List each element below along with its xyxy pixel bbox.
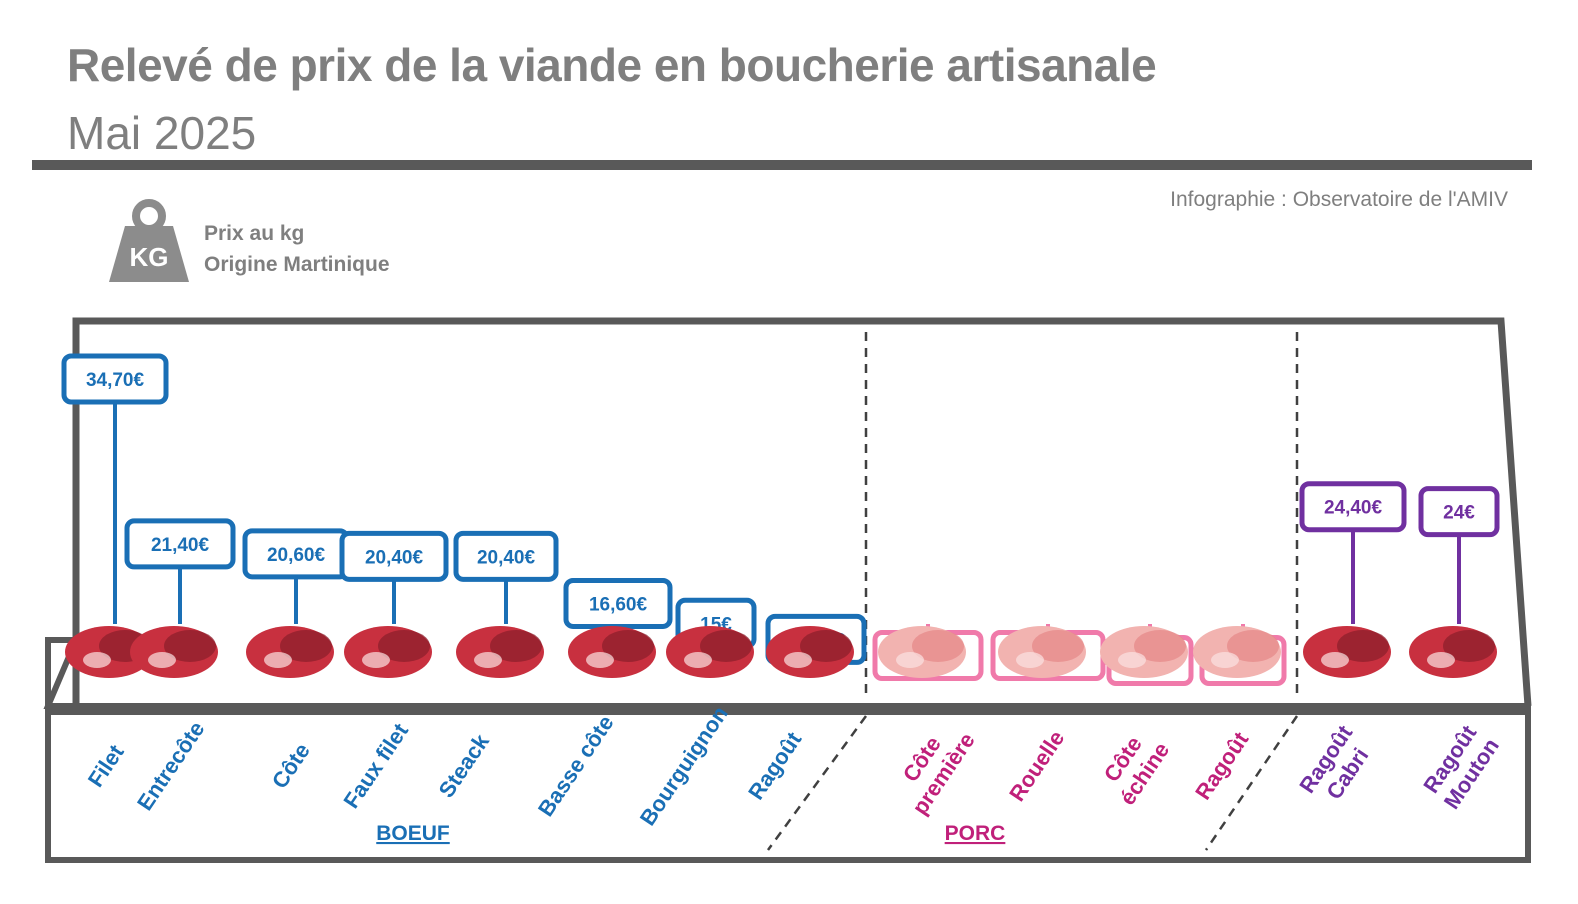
price-label: 20,40€	[365, 547, 424, 568]
legend-line-origin: Origine Martinique	[204, 253, 390, 276]
bar-boeuf-cote: 20,60€ Côte	[242, 528, 350, 794]
kg-icon-text: KG	[130, 242, 169, 272]
meat-image-icon	[766, 626, 854, 678]
price-tag	[1299, 481, 1407, 533]
meat-image-icon	[1409, 626, 1497, 678]
category-label: Bourguignon	[635, 702, 733, 830]
price-label: 24€	[1443, 503, 1475, 524]
category-label-line: Steack	[434, 729, 495, 802]
group-label-boeuf: BOEUF	[376, 822, 450, 845]
price-tag	[339, 530, 449, 582]
meat-image-icon	[1193, 626, 1281, 678]
chart-subtitle: Mai 2025	[67, 107, 257, 159]
category-label: Côtepremière	[885, 714, 979, 820]
bar-ragout-cabri: 24,40€ RagoûtCabri	[1294, 481, 1407, 812]
price-label: 16,60€	[589, 594, 648, 615]
price-tag	[453, 530, 559, 582]
header-divider	[32, 160, 1532, 170]
legend: Prix au kg Origine Martinique	[204, 218, 390, 280]
price-label: 20,60€	[267, 545, 326, 566]
category-label: Côteéchine	[1093, 723, 1174, 809]
bar-boeuf-steack: 20,40€ Steack	[434, 530, 559, 802]
credit-text: Infographie : Observatoire de l'AMIV	[1170, 188, 1508, 211]
meat-image-icon	[998, 626, 1086, 678]
group-separator	[1204, 715, 1299, 851]
category-label-line: Rouelle	[1004, 726, 1069, 806]
category-label: Ragoût	[743, 727, 806, 804]
bar-ragout-mouton: 24€ RagoûtMouton	[1409, 486, 1504, 814]
meat-image-icon	[344, 626, 432, 678]
bar-boeuf-ragout: 13,70€Ragoût	[743, 613, 867, 804]
category-label-line: Filet	[83, 740, 129, 792]
category-label: Steack	[434, 729, 495, 802]
category-label-line: Ragoût	[1190, 727, 1253, 804]
category-label: RagoûtMouton	[1417, 719, 1504, 813]
group-label-porc: PORC	[945, 822, 1006, 845]
price-label: 21,40€	[151, 535, 210, 556]
price-label: 34,70€	[86, 370, 145, 391]
category-label: Filet	[83, 740, 129, 792]
category-label-line: Bourguignon	[635, 702, 733, 830]
category-label-line: Ragoût	[743, 727, 806, 804]
meat-image-icon	[878, 626, 966, 678]
price-label: 20,40€	[477, 547, 536, 568]
price-tag	[124, 518, 236, 570]
chart-title: Relevé de prix de la viande en boucherie…	[67, 39, 1157, 91]
category-label: Ragoût	[1190, 727, 1253, 804]
bar-boeuf-bourguignon: 15€Bourguignon	[635, 597, 757, 830]
category-label: Rouelle	[1004, 726, 1069, 806]
bar-porc-cote-premiere: 12,40€Côtepremière	[872, 624, 984, 820]
category-label: Faux filet	[338, 718, 413, 813]
price-label: 24,40€	[1324, 498, 1383, 519]
category-label-line: Faux filet	[338, 718, 413, 813]
meat-image-icon	[568, 626, 656, 678]
meat-image-icon	[1303, 626, 1391, 678]
meat-image-icon	[666, 626, 754, 678]
price-tag	[61, 353, 169, 405]
category-label: Basse côte	[533, 711, 619, 821]
meat-image-icon	[456, 626, 544, 678]
legend-line-unit: Prix au kg	[204, 222, 305, 245]
category-label: Côte	[267, 739, 315, 794]
price-tag	[1418, 486, 1500, 538]
meat-image-icon	[1100, 626, 1188, 678]
bar-boeuf-basse-cote: 16,60€ Basse côte	[533, 577, 673, 821]
category-label: RagoûtCabri	[1294, 720, 1379, 812]
meat-image-icon	[246, 626, 334, 678]
group-separator	[766, 715, 868, 851]
category-label-line: Côte	[267, 739, 315, 794]
bar-boeuf-entrecote: 21,40€ Entrecôte	[124, 518, 236, 815]
bar-boeuf-filet: 34,70€ Filet	[61, 353, 169, 792]
category-label-line: Entrecôte	[132, 717, 209, 815]
bar-porc-cote-echine: 12€Côteéchine	[1093, 624, 1194, 810]
meat-image-icon	[130, 626, 218, 678]
category-label: Entrecôte	[132, 717, 209, 815]
counter-frame	[72, 317, 1532, 707]
category-label-line: Basse côte	[533, 711, 619, 821]
kg-weight-icon: KG	[109, 199, 189, 282]
bar-boeuf-faux-filet: 20,40€ Faux filet	[338, 530, 449, 813]
